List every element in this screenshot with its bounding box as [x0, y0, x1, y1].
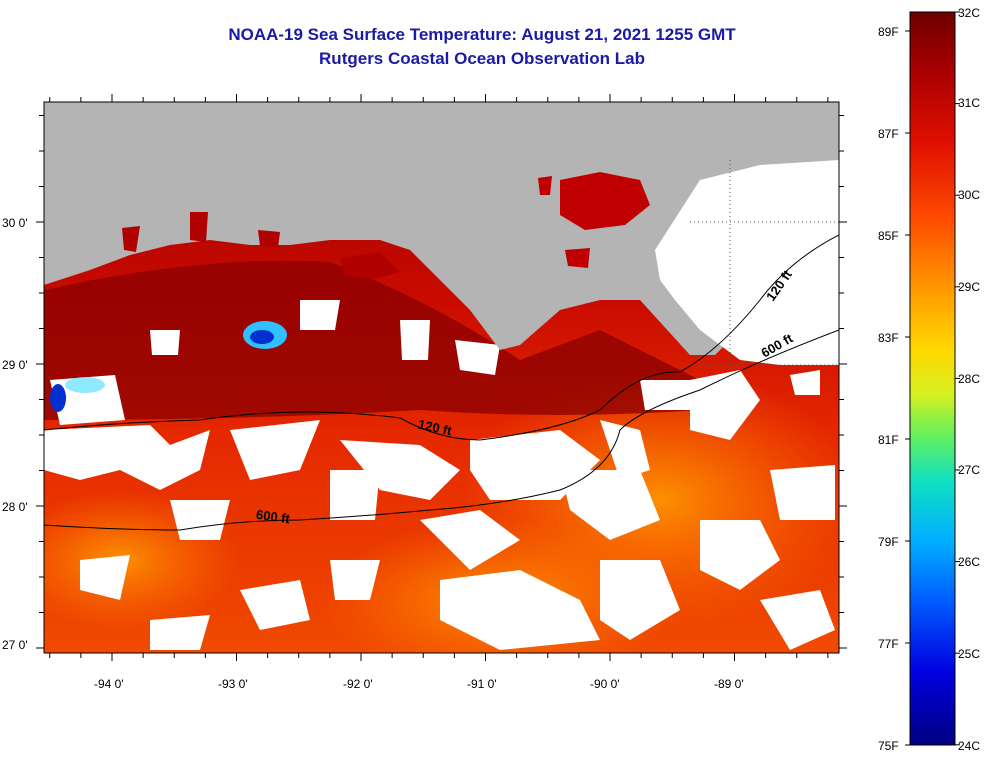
cb-f-77: 77F	[878, 637, 899, 651]
cb-c-28: 28C	[958, 372, 981, 386]
nearshore-warm-band	[44, 260, 700, 420]
map-frame	[43, 101, 840, 654]
depth-contours	[44, 234, 839, 531]
land-mass	[44, 102, 839, 355]
lake-maurepas	[538, 176, 552, 195]
coastal-lake-4	[190, 212, 208, 242]
map-title: NOAA-19 Sea Surface Temperature: August …	[228, 25, 736, 44]
lake-pontchartrain	[560, 172, 650, 230]
lon-label-93: -93 0'	[218, 677, 248, 691]
lon-label-89: -89 0'	[714, 677, 744, 691]
graticule	[690, 160, 839, 370]
map-area	[44, 102, 839, 653]
lon-label-94: -94 0'	[94, 677, 124, 691]
cb-c-25: 25C	[958, 647, 981, 661]
cb-c-29: 29C	[958, 280, 981, 294]
lat-label-28: 28 0'	[2, 500, 28, 514]
colorbar-ticks	[905, 11, 960, 746]
coastal-lake-3	[122, 226, 140, 252]
map-ticks	[36, 94, 847, 661]
lat-label-30: 30 0'	[2, 216, 28, 230]
map-subtitle: Rutgers Coastal Ocean Observation Lab	[319, 49, 645, 68]
cb-f-89: 89F	[878, 25, 899, 39]
cb-c-32: 32C	[958, 6, 981, 20]
cb-f-85: 85F	[878, 229, 899, 243]
lat-label-29: 29 0'	[2, 358, 28, 372]
lon-label-90: -90 0'	[590, 677, 620, 691]
lat-label-27: 27 0'	[2, 638, 28, 652]
delta-no-data	[655, 160, 839, 365]
coastal-lake-1	[340, 252, 400, 280]
cb-c-27: 27C	[958, 463, 981, 477]
lon-label-92: -92 0'	[343, 677, 373, 691]
cb-c-31: 31C	[958, 96, 981, 110]
cb-f-79: 79F	[878, 535, 899, 549]
cb-c-24: 24C	[958, 739, 981, 753]
cb-f-87: 87F	[878, 127, 899, 141]
cb-f-75: 75F	[878, 739, 899, 753]
cb-f-83: 83F	[878, 331, 899, 345]
cool-water-spots	[50, 321, 287, 412]
coastal-lake-5	[565, 248, 590, 268]
lon-label-91: -91 0'	[467, 677, 497, 691]
cb-f-81: 81F	[878, 433, 899, 447]
cb-c-26: 26C	[958, 555, 981, 569]
coastal-lake-2	[258, 230, 280, 248]
colorbar	[909, 11, 956, 746]
cb-c-30: 30C	[958, 188, 981, 202]
